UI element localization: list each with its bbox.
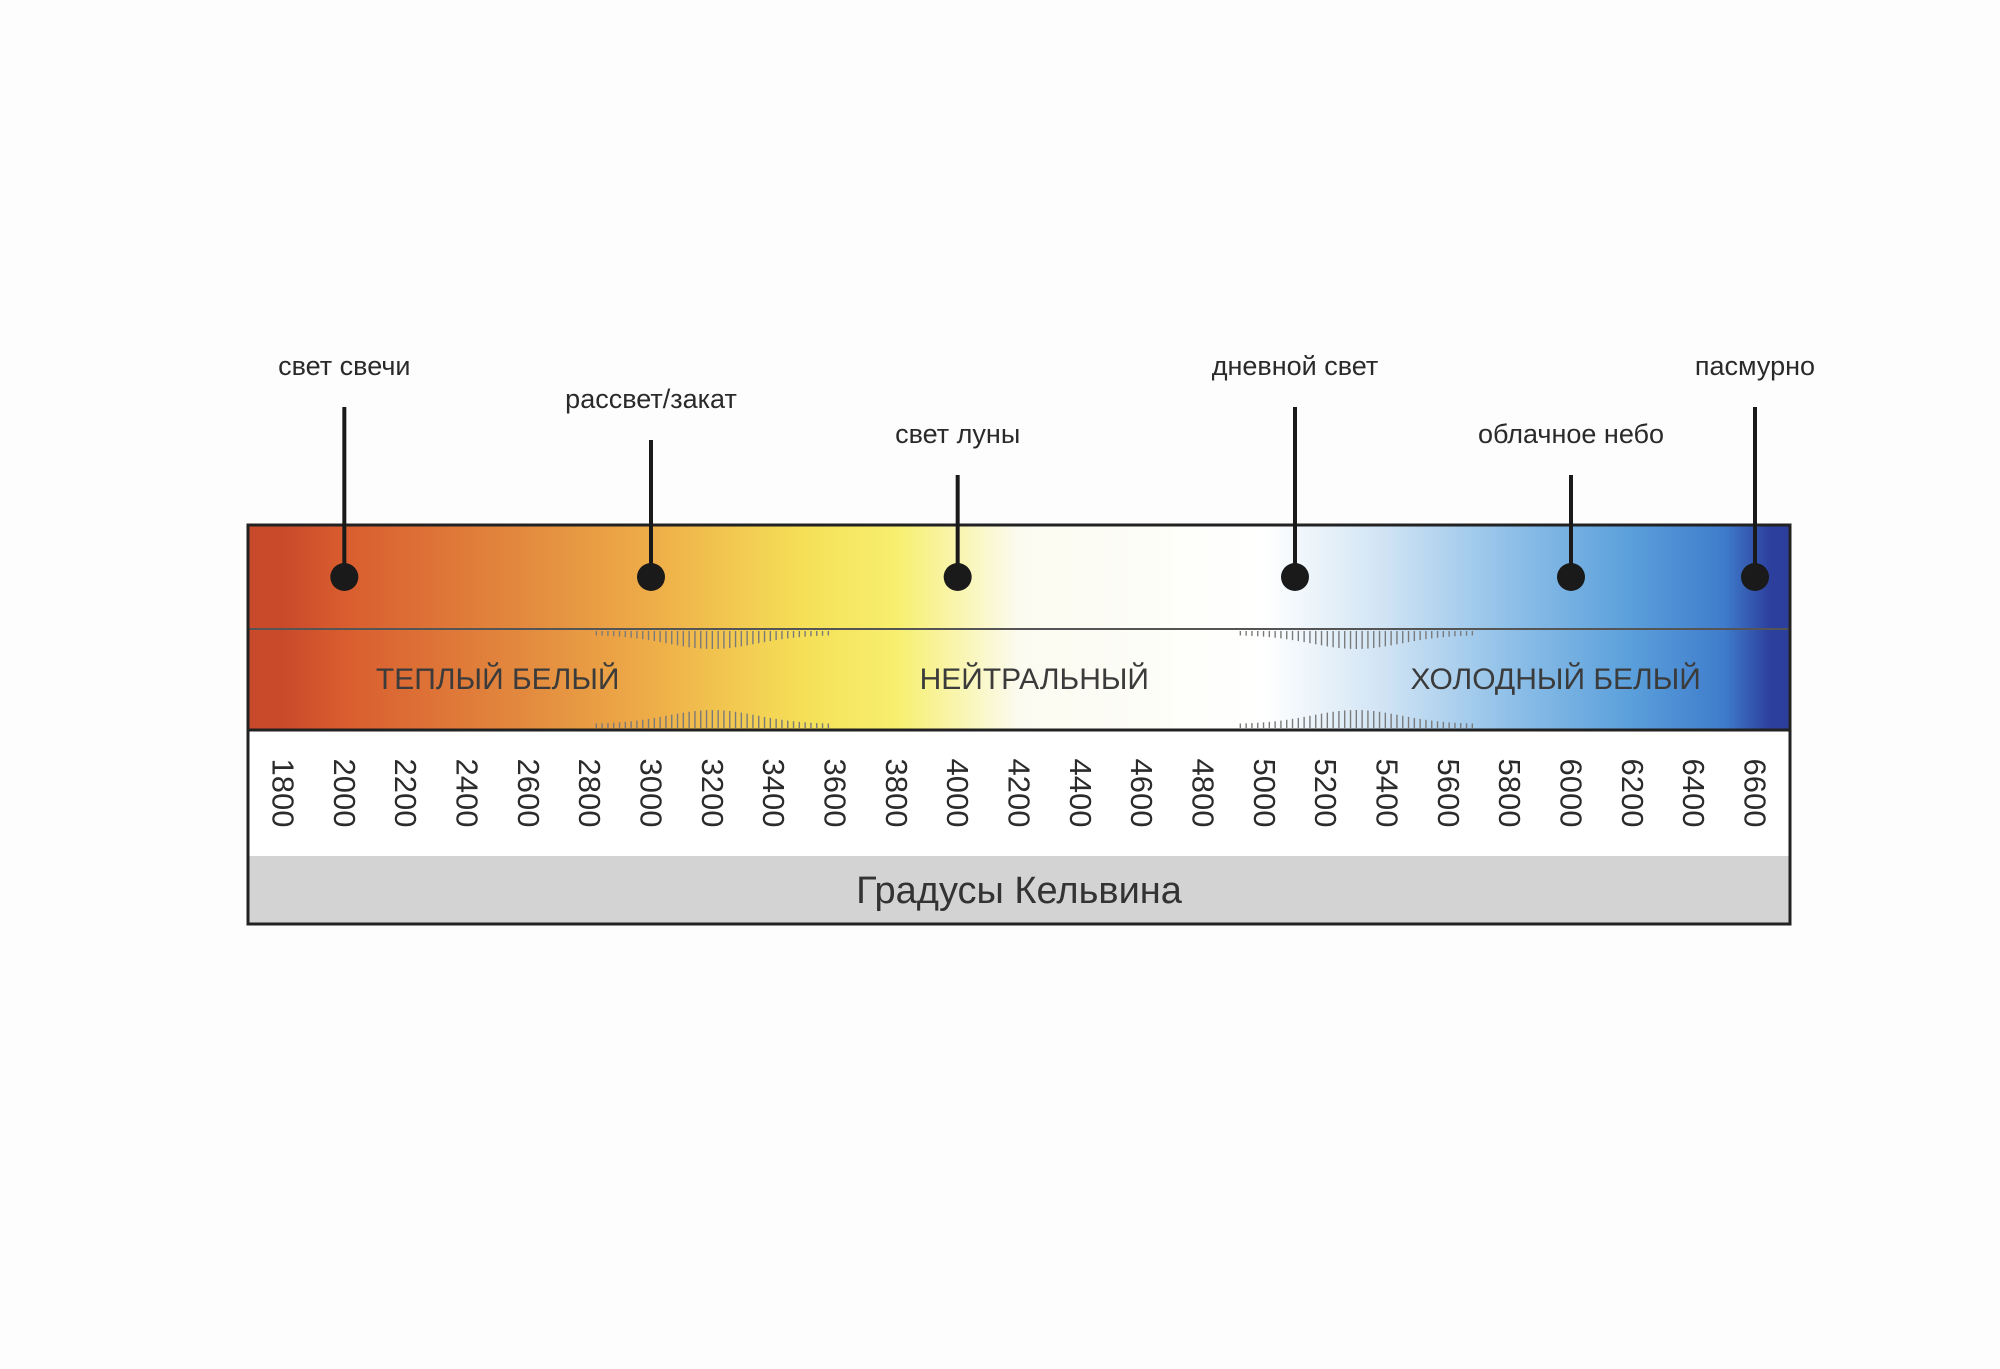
marker-dot-2 — [943, 563, 972, 591]
marker-label-3: дневной свет — [1212, 351, 1379, 381]
marker-label-2: свет луны — [895, 419, 1020, 449]
marker-dot-3 — [1281, 563, 1309, 591]
tick-label-6000: 6000 — [1554, 759, 1589, 828]
tick-label-2000: 2000 — [327, 759, 362, 828]
tick-label-3800: 3800 — [879, 759, 914, 828]
tick-label-4800: 4800 — [1186, 759, 1221, 828]
axis-title: Градусы Кельвина — [856, 870, 1183, 912]
marker-label-0: свет свечи — [278, 351, 410, 381]
tick-labels: 1800 2000 2200 2400 2600 2800 3000 3200 3400 3600… — [266, 759, 1773, 828]
marker-dot-4 — [1557, 563, 1585, 591]
tick-label-3000: 3000 — [634, 759, 669, 828]
tick-label-4000: 4000 — [940, 759, 975, 828]
markers: свет свечи рассвет/закат свет луны дневной … — [278, 351, 1815, 591]
tick-label-4200: 4200 — [1002, 759, 1037, 828]
tick-label-2800: 2800 — [572, 759, 607, 828]
tick-label-2400: 2400 — [450, 759, 485, 828]
zone-hatches — [595, 631, 1474, 728]
tick-label-3600: 3600 — [818, 759, 853, 828]
tick-label-6400: 6400 — [1676, 759, 1711, 828]
marker-dot-1 — [637, 563, 665, 591]
gradient-band — [248, 525, 1790, 730]
zone-labels: ТЕПЛЫЙ БЕЛЫЙ НЕЙТРАЛЬНЫЙ ХОЛОДНЫЙ БЕЛЫЙ — [376, 662, 1701, 696]
tick-label-1800: 1800 — [266, 759, 301, 828]
marker-dot-5 — [1741, 563, 1769, 591]
tick-label-4400: 4400 — [1063, 759, 1098, 828]
tick-label-2200: 2200 — [388, 759, 423, 828]
tick-label-5200: 5200 — [1308, 759, 1343, 828]
marker-label-5: пасмурно — [1695, 351, 1815, 381]
zone-label-0: ТЕПЛЫЙ БЕЛЫЙ — [376, 662, 620, 696]
marker-label-1: рассвет/закат — [565, 384, 737, 414]
tick-label-2600: 2600 — [511, 759, 546, 828]
tick-label-5600: 5600 — [1431, 759, 1466, 828]
tick-label-5800: 5800 — [1492, 759, 1527, 828]
tick-label-4600: 4600 — [1124, 759, 1159, 828]
tick-label-6200: 6200 — [1615, 759, 1650, 828]
chart-frame — [246, 523, 1792, 926]
tick-label-5000: 5000 — [1247, 759, 1282, 828]
axis-title-band — [248, 856, 1790, 924]
marker-label-4: облачное небо — [1478, 419, 1664, 449]
tick-label-3400: 3400 — [756, 759, 791, 828]
tick-label-6600: 6600 — [1738, 759, 1773, 828]
tick-label-5400: 5400 — [1370, 759, 1405, 828]
zone-label-2: ХОЛОДНЫЙ БЕЛЫЙ — [1411, 662, 1701, 696]
tick-label-3200: 3200 — [695, 759, 730, 828]
tick-strip — [248, 730, 1790, 856]
marker-dot-0 — [330, 563, 359, 591]
zone-label-1: НЕЙТРАЛЬНЫЙ — [920, 662, 1149, 696]
